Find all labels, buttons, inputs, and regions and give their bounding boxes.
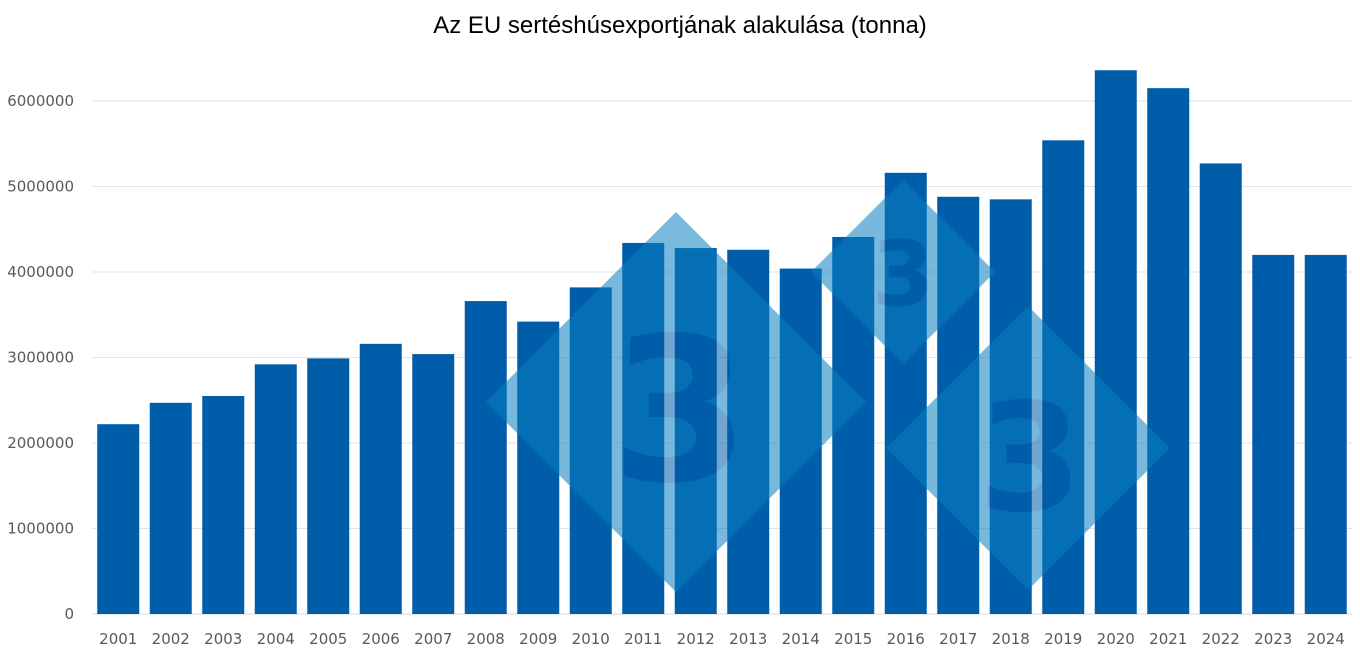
x-tick-label: 2016: [887, 630, 925, 648]
x-tick-label: 2001: [99, 630, 137, 648]
bar-2002: [149, 402, 192, 614]
x-tick-label: 2014: [782, 630, 820, 648]
x-tick-label: 2011: [624, 630, 662, 648]
y-tick-label: 3000000: [7, 349, 74, 367]
x-tick-label: 2018: [992, 630, 1030, 648]
watermark-glyph: 3: [872, 222, 935, 327]
watermark-glyph: 3: [610, 295, 749, 528]
x-axis-ticks: 2001 2002 2003 2004 2005 2006 2007 2008 2009 2010…: [99, 630, 1345, 648]
y-axis-ticks: 0 1000000 2000000 3000000 4000000 5000000 6000…: [7, 92, 74, 623]
bar-2005: [307, 358, 350, 614]
x-tick-label: 2019: [1044, 630, 1082, 648]
x-tick-label: 2005: [309, 630, 347, 648]
watermark-diamond: [886, 306, 1170, 590]
x-tick-label: 2003: [204, 630, 242, 648]
y-tick-label: 1000000: [7, 520, 74, 538]
bar-2004: [254, 364, 297, 614]
x-tick-label: 2010: [572, 630, 610, 648]
x-tick-label: 2021: [1149, 630, 1187, 648]
x-tick-label: 2007: [414, 630, 452, 648]
bar-2024: [1304, 254, 1347, 614]
x-tick-label: 2004: [257, 630, 295, 648]
x-tick-label: 2009: [519, 630, 557, 648]
y-tick-label: 4000000: [7, 263, 74, 281]
x-tick-label: 2013: [729, 630, 767, 648]
watermark-glyph: 3: [978, 372, 1082, 546]
chart-title: Az EU sertéshúsexportjának alakulása (to…: [433, 12, 927, 39]
bar-2021: [1147, 88, 1190, 615]
x-tick-label: 2024: [1307, 630, 1345, 648]
x-tick-label: 2015: [834, 630, 872, 648]
bar-2007: [412, 354, 455, 614]
x-tick-label: 2002: [152, 630, 190, 648]
watermark-logo: 333: [486, 180, 1170, 592]
x-tick-label: 2017: [939, 630, 977, 648]
watermark-diamond: [486, 212, 866, 592]
y-tick-label: 6000000: [7, 92, 74, 110]
y-tick-label: 5000000: [7, 178, 74, 196]
x-tick-label: 2012: [677, 630, 715, 648]
bar-2006: [359, 343, 402, 614]
bar-2001: [97, 424, 140, 614]
x-tick-label: 2008: [467, 630, 505, 648]
bar-2008: [464, 301, 507, 614]
x-tick-label: 2020: [1097, 630, 1135, 648]
x-tick-label: 2006: [362, 630, 400, 648]
bar-2003: [202, 395, 245, 614]
watermark-diamond: [811, 180, 995, 364]
x-tick-label: 2023: [1254, 630, 1292, 648]
bar-2022: [1199, 163, 1242, 615]
y-tick-label: 2000000: [7, 434, 74, 452]
bar-2020: [1094, 70, 1137, 615]
x-tick-label: 2022: [1202, 630, 1240, 648]
bar-2023: [1252, 254, 1295, 614]
y-tick-label: 0: [64, 605, 74, 623]
